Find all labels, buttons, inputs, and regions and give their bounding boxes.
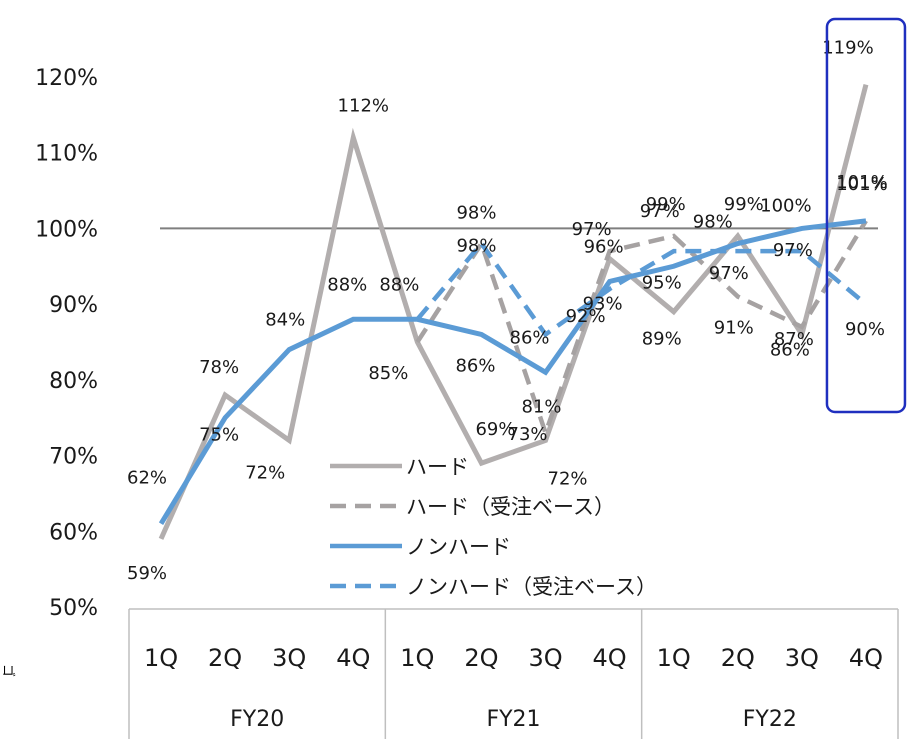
fiscal-year-label: FY20 xyxy=(230,707,284,732)
y-tick-label: 60% xyxy=(49,520,98,545)
quarter-label: 3Q xyxy=(528,644,562,672)
data-label: 75% xyxy=(199,425,239,446)
data-label: 84% xyxy=(265,310,305,331)
data-label: 85% xyxy=(368,363,408,384)
data-label: 72% xyxy=(245,462,285,483)
data-label: 73% xyxy=(508,424,548,445)
data-label: 100% xyxy=(760,195,811,216)
quarter-label: 3Q xyxy=(785,644,819,672)
data-label: 99% xyxy=(724,194,764,215)
quarter-label: 4Q xyxy=(849,644,883,672)
y-tick-label: 120% xyxy=(35,66,98,91)
data-label: 88% xyxy=(379,274,419,295)
y-tick-label: 80% xyxy=(49,369,98,394)
data-label: 97% xyxy=(773,240,813,261)
legend-label: ハード xyxy=(406,455,469,479)
series-line xyxy=(158,218,867,526)
data-label: 86% xyxy=(770,339,810,360)
data-label: 88% xyxy=(327,274,367,295)
data-label: 119% xyxy=(822,38,873,59)
data-label: 112% xyxy=(338,96,389,117)
quarter-label: 1Q xyxy=(400,644,434,672)
data-label: 87% xyxy=(774,329,814,350)
y-tick-label: 90% xyxy=(49,293,98,318)
data-label: 78% xyxy=(199,357,239,378)
data-label: 91% xyxy=(714,318,754,339)
data-label: 81% xyxy=(522,396,562,417)
quarter-label: 2Q xyxy=(464,644,498,672)
data-label: 98% xyxy=(456,236,496,257)
data-label: 97% xyxy=(709,263,749,284)
data-label: 98% xyxy=(456,203,496,224)
quarter-label: 1Q xyxy=(657,644,691,672)
data-label: 92% xyxy=(566,306,606,327)
data-label: 72% xyxy=(548,468,588,489)
legend-label: ハード（受注ベース） xyxy=(406,495,615,519)
data-label: 69% xyxy=(475,419,515,440)
data-label: 59% xyxy=(127,563,167,584)
fiscal-year-label: FY22 xyxy=(743,707,797,732)
quarter-label: 3Q xyxy=(272,644,306,672)
data-label: 96% xyxy=(584,237,624,258)
data-label: 99% xyxy=(646,194,686,215)
data-label: 101% xyxy=(836,172,887,193)
legend-label: ノンハード（受注ベース） xyxy=(406,575,657,599)
data-label: 86% xyxy=(455,355,495,376)
stray-axis-glyph: ゴ xyxy=(0,664,16,677)
quarter-label: 4Q xyxy=(593,644,627,672)
y-tick-label: 50% xyxy=(49,596,98,621)
x-axis-table: 1Q 2Q 3Q 4Q 1Q 2Q 3Q 4Q 1Q 2Q 3Q 4Q FY20 FY21 FY22 xyxy=(128,608,899,739)
y-tick-label: 100% xyxy=(35,217,98,242)
highlight-box xyxy=(825,17,907,414)
y-tick-label: 70% xyxy=(49,445,98,470)
quarter-label: 1Q xyxy=(144,644,178,672)
data-label: 95% xyxy=(642,272,682,293)
data-label: 98% xyxy=(693,212,733,233)
data-label: 101% xyxy=(836,174,887,195)
quarter-label: 2Q xyxy=(208,644,242,672)
series-line xyxy=(415,239,868,338)
y-axis: 50% 60% 70% 80% 90% 100% 110% 120% xyxy=(35,66,98,621)
data-label: 86% xyxy=(510,327,550,348)
data-label: 93% xyxy=(583,293,623,314)
data-label: 97% xyxy=(640,201,680,222)
y-tick-label: 110% xyxy=(35,142,98,167)
series-layer xyxy=(158,83,869,540)
quarter-label: 2Q xyxy=(721,644,755,672)
highlight-layer xyxy=(825,17,907,414)
fiscal-year-label: FY21 xyxy=(486,707,540,732)
data-labels: 59% 78% 72% 112% 85% 69% 72% 96% 89% 99% 86% 119% 98… xyxy=(127,38,888,584)
data-label: 97% xyxy=(572,219,612,240)
series-line xyxy=(415,219,868,440)
quarter-label: 4Q xyxy=(336,644,370,672)
data-label: 62% xyxy=(127,468,167,489)
data-label: 89% xyxy=(642,329,682,350)
data-label: 90% xyxy=(845,319,885,340)
legend-label: ノンハード xyxy=(406,535,511,559)
